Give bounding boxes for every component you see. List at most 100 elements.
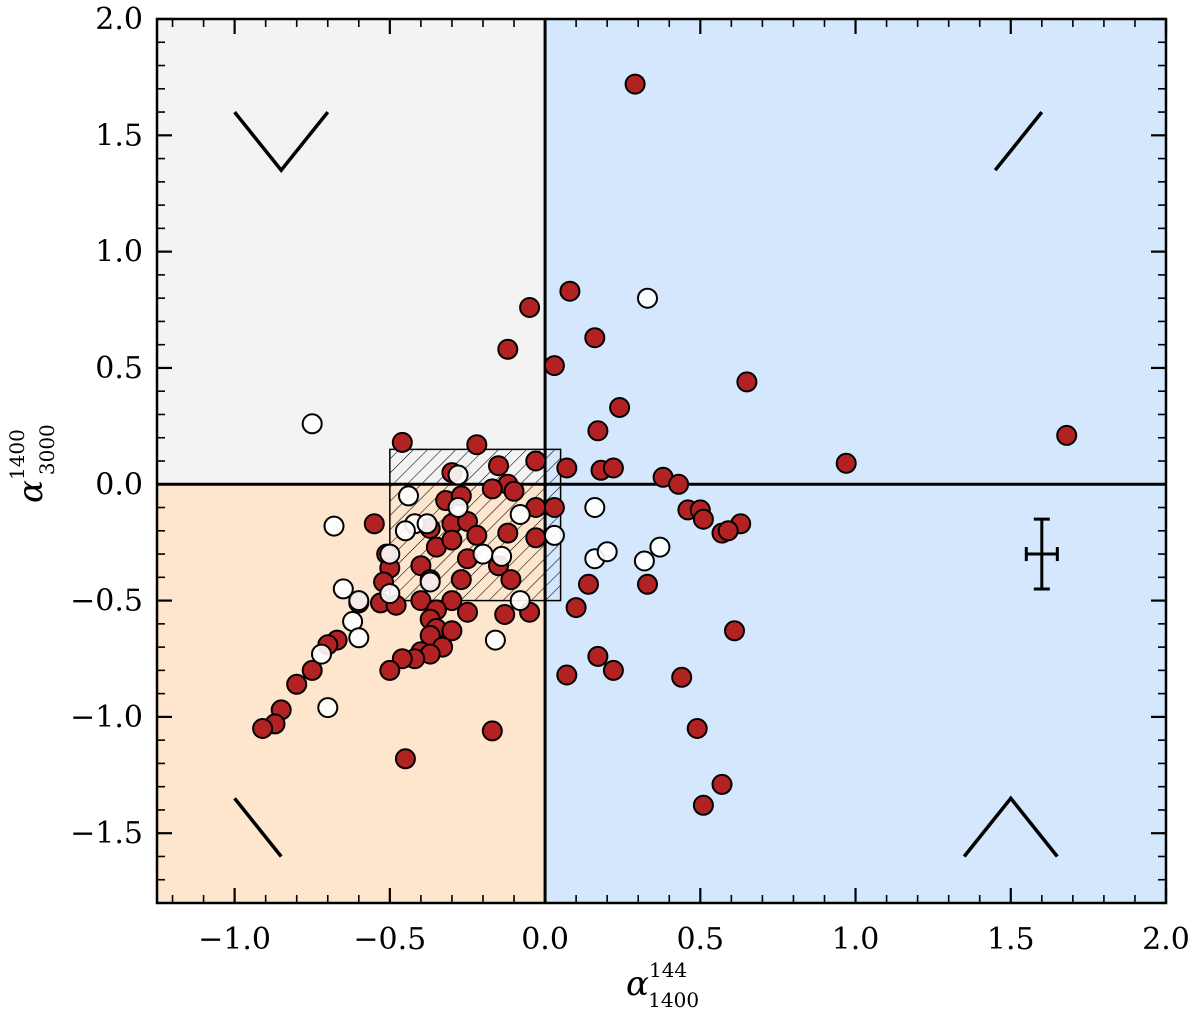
x-tick-label: 0.0	[521, 922, 569, 957]
data-point-filled	[441, 529, 463, 551]
data-point-open	[484, 629, 506, 651]
data-point-open	[491, 545, 513, 567]
data-point-open	[317, 697, 339, 719]
data-point-filled	[602, 457, 624, 479]
data-point-filled	[578, 573, 599, 595]
data-point-open	[584, 497, 606, 518]
data-point-filled	[736, 371, 758, 393]
data-point-filled	[587, 645, 609, 667]
data-point-open	[637, 287, 658, 309]
data-point-filled	[379, 659, 401, 681]
data-point-filled	[556, 664, 578, 686]
shape-glyph-lower-left	[233, 797, 283, 858]
data-points	[252, 73, 1078, 816]
data-point-filled	[391, 431, 413, 453]
y-tick-label: −1.5	[70, 816, 143, 851]
data-point-filled	[556, 457, 578, 479]
data-point-filled	[497, 522, 519, 544]
data-point-open	[509, 504, 531, 525]
data-point-filled	[301, 659, 323, 681]
data-point-open	[379, 543, 401, 565]
data-point-filled	[503, 480, 525, 502]
data-point-open	[447, 464, 469, 486]
data-point-open	[379, 583, 401, 605]
y-tick-label: 1.0	[95, 235, 143, 270]
data-point-open	[419, 571, 441, 593]
x-axis-label-base: α	[626, 964, 649, 1004]
quadrant-backgrounds	[157, 19, 1166, 903]
data-point-filled	[543, 355, 565, 377]
data-point-open	[447, 497, 469, 518]
data-point-filled	[466, 434, 488, 456]
data-point-open	[398, 485, 419, 507]
shape-glyph-lower-right	[962, 795, 1059, 858]
data-point-filled	[724, 620, 745, 642]
data-point-filled	[602, 659, 624, 681]
data-point-filled	[457, 601, 478, 623]
data-point-open	[301, 413, 323, 435]
y-tick-label: −1.0	[70, 700, 143, 735]
y-axis-label-base: α	[11, 480, 51, 503]
data-point-filled	[587, 420, 609, 442]
y-tick-label: 2.0	[95, 2, 143, 37]
typical-error-bar	[1024, 517, 1059, 591]
x-tick-label: 2.0	[1142, 922, 1190, 957]
data-point-open	[633, 550, 655, 572]
data-point-open	[649, 536, 671, 558]
data-point-filled	[559, 280, 581, 302]
x-tick-label: 1.5	[987, 922, 1035, 957]
data-point-filled	[1056, 424, 1078, 446]
data-point-filled	[500, 569, 522, 591]
data-point-filled	[466, 524, 488, 546]
data-point-filled	[394, 748, 416, 770]
data-point-filled	[494, 604, 516, 625]
data-point-filled	[835, 452, 857, 474]
data-point-filled	[410, 590, 432, 612]
y-tick-label: 0.0	[95, 467, 143, 502]
data-point-filled	[637, 573, 658, 595]
data-point-filled	[497, 338, 519, 360]
data-point-filled	[252, 718, 274, 739]
data-point-filled	[450, 569, 472, 591]
y-tick-label: −0.5	[70, 584, 143, 619]
data-point-open	[416, 513, 438, 535]
data-point-filled	[565, 597, 587, 619]
y-tick-labels: −1.5 −1.0 −0.5 0.0 0.5 1.0 1.5 2.0	[70, 2, 143, 851]
data-point-filled	[668, 473, 690, 495]
x-axis-label-sup: 144	[649, 958, 687, 982]
data-point-filled	[363, 513, 385, 535]
shape-glyph-upper-right	[993, 111, 1044, 172]
data-point-open	[311, 643, 332, 665]
data-point-filled	[624, 73, 646, 95]
data-point-open	[509, 590, 531, 612]
quadrant-upper-left	[157, 19, 546, 485]
x-tick-label: −1.0	[198, 922, 271, 957]
x-tick-labels: −1.0 −0.5 0.0 0.5 1.0 1.5 2.0	[198, 922, 1190, 957]
data-point-open	[472, 543, 494, 565]
data-point-filled	[609, 397, 631, 418]
data-point-filled	[686, 718, 708, 739]
data-point-filled	[543, 497, 565, 518]
axis-ticks	[157, 17, 1168, 904]
y-tick-label: 1.5	[95, 118, 143, 153]
y-axis-label-sub: 3000	[35, 424, 59, 475]
data-point-open	[394, 520, 416, 542]
data-point-open	[348, 627, 370, 649]
data-point-filled	[481, 720, 503, 742]
y-axis-label: α1400 3000	[5, 424, 59, 503]
data-point-filled	[525, 527, 547, 549]
data-point-filled	[584, 327, 606, 349]
data-point-filled	[286, 673, 308, 695]
data-point-filled	[671, 666, 693, 688]
data-point-filled	[488, 455, 509, 477]
data-point-open	[332, 578, 354, 600]
data-point-filled	[441, 620, 463, 642]
x-tick-label: 1.0	[832, 922, 880, 957]
data-point-open	[543, 524, 565, 546]
data-point-filled	[481, 478, 503, 500]
x-axis-label-sub: 1400	[648, 988, 699, 1009]
shape-glyph-upper-left	[233, 111, 330, 173]
x-tick-label: 0.5	[676, 922, 724, 957]
x-tick-label: −0.5	[353, 922, 426, 957]
